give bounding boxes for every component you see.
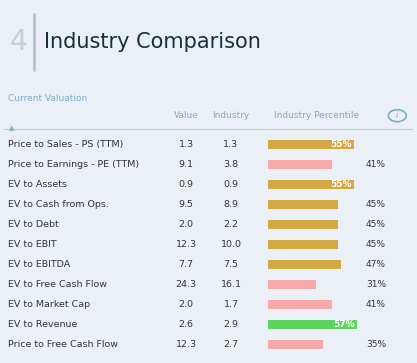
Text: 55%: 55% [330, 180, 352, 189]
Text: 45%: 45% [366, 200, 386, 209]
Text: 2.7: 2.7 [224, 340, 239, 349]
Text: 1.3: 1.3 [224, 140, 239, 149]
Text: 7.5: 7.5 [224, 260, 239, 269]
Text: EV to Revenue: EV to Revenue [8, 320, 78, 329]
Text: Industry Comparison: Industry Comparison [44, 32, 261, 52]
Text: 9.1: 9.1 [178, 160, 193, 169]
Text: 10.0: 10.0 [221, 240, 241, 249]
Text: 31%: 31% [366, 280, 386, 289]
Text: 2.0: 2.0 [178, 300, 193, 309]
Text: EV to Cash from Ops.: EV to Cash from Ops. [8, 200, 109, 209]
Text: 12.3: 12.3 [176, 240, 196, 249]
Text: 9.5: 9.5 [178, 200, 193, 209]
Text: 2.0: 2.0 [178, 220, 193, 229]
Text: 0.9: 0.9 [224, 180, 239, 189]
Text: 1.3: 1.3 [178, 140, 193, 149]
Text: ▲: ▲ [10, 125, 15, 131]
Text: 0.9: 0.9 [178, 180, 193, 189]
Text: 35%: 35% [366, 340, 386, 349]
Text: EV to EBIT: EV to EBIT [8, 240, 57, 249]
Bar [268, 220, 338, 229]
Text: Price to Free Cash Flow: Price to Free Cash Flow [8, 340, 118, 349]
Bar [268, 319, 357, 329]
Text: i: i [396, 111, 399, 120]
Bar [268, 280, 317, 289]
Text: Industry Percentile: Industry Percentile [274, 111, 359, 120]
Text: 16.1: 16.1 [221, 280, 241, 289]
Text: 2.6: 2.6 [178, 320, 193, 329]
Text: 57%: 57% [333, 320, 355, 329]
Text: 2.9: 2.9 [224, 320, 239, 329]
Text: Industry: Industry [212, 111, 250, 120]
Bar [268, 260, 342, 269]
Text: 3.8: 3.8 [224, 160, 239, 169]
Bar [268, 339, 323, 349]
Text: 41%: 41% [366, 160, 386, 169]
Text: EV to Free Cash Flow: EV to Free Cash Flow [8, 280, 107, 289]
Text: Current Valuation: Current Valuation [8, 94, 88, 103]
Bar [268, 139, 354, 149]
Text: 47%: 47% [366, 260, 386, 269]
Text: EV to Assets: EV to Assets [8, 180, 67, 189]
Text: 24.3: 24.3 [176, 280, 196, 289]
Text: 7.7: 7.7 [178, 260, 193, 269]
Bar [268, 180, 354, 189]
Text: 4: 4 [10, 28, 28, 56]
Text: 12.3: 12.3 [176, 340, 196, 349]
Text: 2.2: 2.2 [224, 220, 239, 229]
Text: EV to Debt: EV to Debt [8, 220, 59, 229]
Text: Price to Sales - PS (TTM): Price to Sales - PS (TTM) [8, 140, 123, 149]
Text: 8.9: 8.9 [224, 200, 239, 209]
Text: 45%: 45% [366, 220, 386, 229]
Text: Price to Earnings - PE (TTM): Price to Earnings - PE (TTM) [8, 160, 139, 169]
Text: EV to Market Cap: EV to Market Cap [8, 300, 90, 309]
Text: EV to EBITDA: EV to EBITDA [8, 260, 70, 269]
Text: 45%: 45% [366, 240, 386, 249]
Bar [268, 299, 332, 309]
Text: Value: Value [173, 111, 198, 120]
Bar [268, 200, 338, 209]
Text: 1.7: 1.7 [224, 300, 239, 309]
Text: 41%: 41% [366, 300, 386, 309]
Text: 55%: 55% [330, 140, 352, 149]
Bar [268, 159, 332, 169]
Bar [268, 240, 338, 249]
